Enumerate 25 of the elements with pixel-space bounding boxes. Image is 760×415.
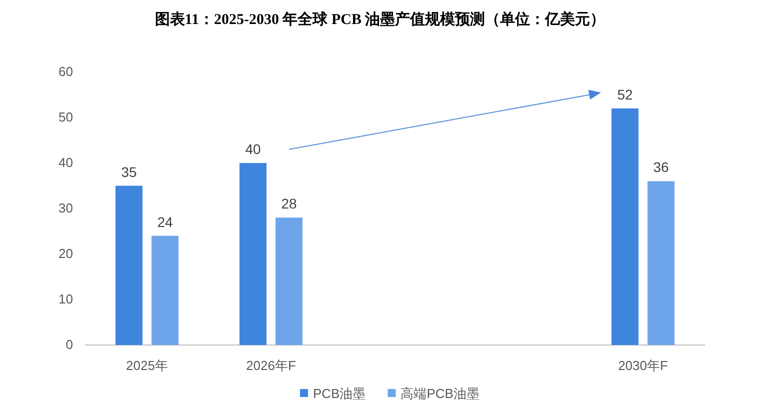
data-label: 35	[121, 164, 137, 180]
data-label: 28	[281, 196, 297, 212]
y-tick-label: 20	[58, 246, 73, 261]
bar	[152, 236, 178, 345]
y-tick-label: 40	[58, 155, 73, 170]
bar	[276, 218, 302, 345]
legend-label: 高端PCB油墨	[400, 386, 480, 401]
bar	[240, 163, 266, 345]
chart-title: 图表11：2025-2030 年全球 PCB 油墨产值规模预测（单位：亿美元）	[154, 10, 606, 28]
legend-label: PCB油墨	[313, 386, 366, 401]
x-tick-label: 2025年	[126, 358, 168, 373]
bar	[116, 186, 142, 345]
y-tick-label: 50	[58, 110, 73, 124]
data-label: 36	[653, 159, 669, 176]
data-label: 52	[617, 86, 633, 102]
bar	[612, 108, 638, 345]
data-label: 24	[157, 214, 173, 230]
bar	[648, 181, 674, 345]
y-tick-label: 10	[58, 292, 73, 306]
x-tick-label: 2030年F	[618, 358, 668, 373]
data-label: 40	[245, 141, 261, 157]
y-tick-label: 30	[58, 200, 73, 216]
y-tick-label: 60	[58, 64, 73, 79]
x-tick-label: 2026年F	[246, 358, 296, 373]
y-tick-label: 0	[66, 337, 73, 352]
